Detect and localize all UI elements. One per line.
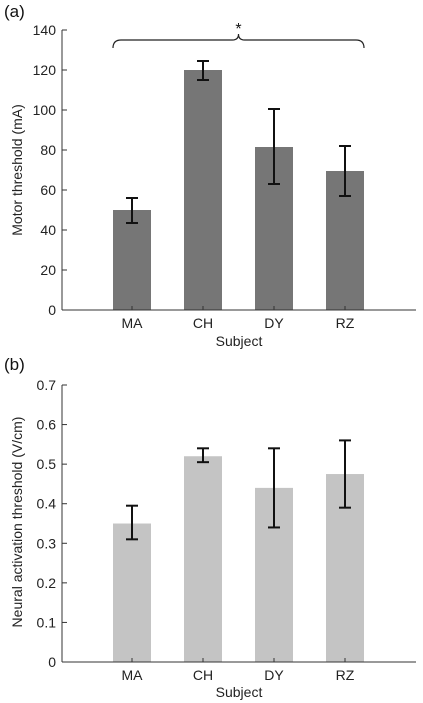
panel-b-x-tick-label-rz: RZ <box>336 667 355 683</box>
panel-b-label: (b) <box>4 355 25 374</box>
panel-a-error-bar-ma <box>126 197 138 224</box>
panel-b-y-tick-label: 0.3 <box>37 535 57 551</box>
panel-b-error-bar-dy <box>268 447 280 529</box>
panel-a-significance-marker: * <box>235 21 241 38</box>
panel-b-error-bar-ma <box>126 504 138 541</box>
panel-b-y-tick-label: 0 <box>48 654 56 670</box>
panel-b-x-axis-label: Subject <box>216 684 263 700</box>
panel-b-y-tick-label: 0.2 <box>37 575 57 591</box>
panel-a-error-bar-rz <box>339 145 351 197</box>
panel-a-bar-ma <box>113 210 151 310</box>
panel-a-y-tick-label: 60 <box>40 182 56 198</box>
panel-a-error-bar-ch <box>197 60 209 81</box>
panel-a-x-tick-label-ch: CH <box>193 315 213 331</box>
panel-b-error-bar-rz <box>339 439 351 509</box>
panel-a-y-tick-label: 120 <box>33 62 57 78</box>
panel-b-error-bar-ch <box>197 447 209 464</box>
panel-b-y-tick-label: 0.1 <box>37 614 57 630</box>
panel-a-x-axis-label: Subject <box>216 333 263 349</box>
panel-b-y-tick-label: 0.4 <box>37 496 57 512</box>
panel-a-y-tick-label: 80 <box>40 142 56 158</box>
panel-b-x-tick-label-ma: MA <box>122 667 144 683</box>
panel-a-y-tick-label: 40 <box>40 222 56 238</box>
panel-a-y-axis-label: Motor threshold (mA) <box>9 104 25 235</box>
panel-a-x-tick-label-ma: MA <box>122 315 144 331</box>
panel-b-y-axis-label: Neural activation threshold (V/cm) <box>9 417 25 628</box>
panel-a-label: (a) <box>4 2 25 21</box>
panel-a-error-bar-dy <box>268 108 280 185</box>
panel-b-chart: (b) Neural activation threshold (V/cm) S… <box>4 355 416 700</box>
panel-a-y-tick-label: 140 <box>33 22 57 38</box>
panel-b-y-tick-label: 0.6 <box>37 417 57 433</box>
panel-b-bar-ch <box>184 456 222 662</box>
panel-b-y-tick-label: 0.5 <box>37 456 57 472</box>
panel-b-x-tick-label-ch: CH <box>193 667 213 683</box>
panel-b-bar-ma <box>113 523 151 662</box>
panel-a-x-tick-label-dy: DY <box>264 315 284 331</box>
panel-a-chart: (a) Motor threshold (mA) Subject 0 20 40 60… <box>4 2 416 349</box>
panel-b-y-tick-label: 0.7 <box>37 377 57 393</box>
panel-b-x-tick-label-dy: DY <box>264 667 284 683</box>
panel-a-y-tick-label: 0 <box>48 302 56 318</box>
panel-a-y-tick-label: 20 <box>40 262 56 278</box>
panel-a-significance-bracket <box>112 33 365 49</box>
panel-a-x-tick-label-rz: RZ <box>336 315 355 331</box>
panel-a-bar-ch <box>184 70 222 310</box>
panel-a-y-tick-label: 100 <box>33 102 57 118</box>
